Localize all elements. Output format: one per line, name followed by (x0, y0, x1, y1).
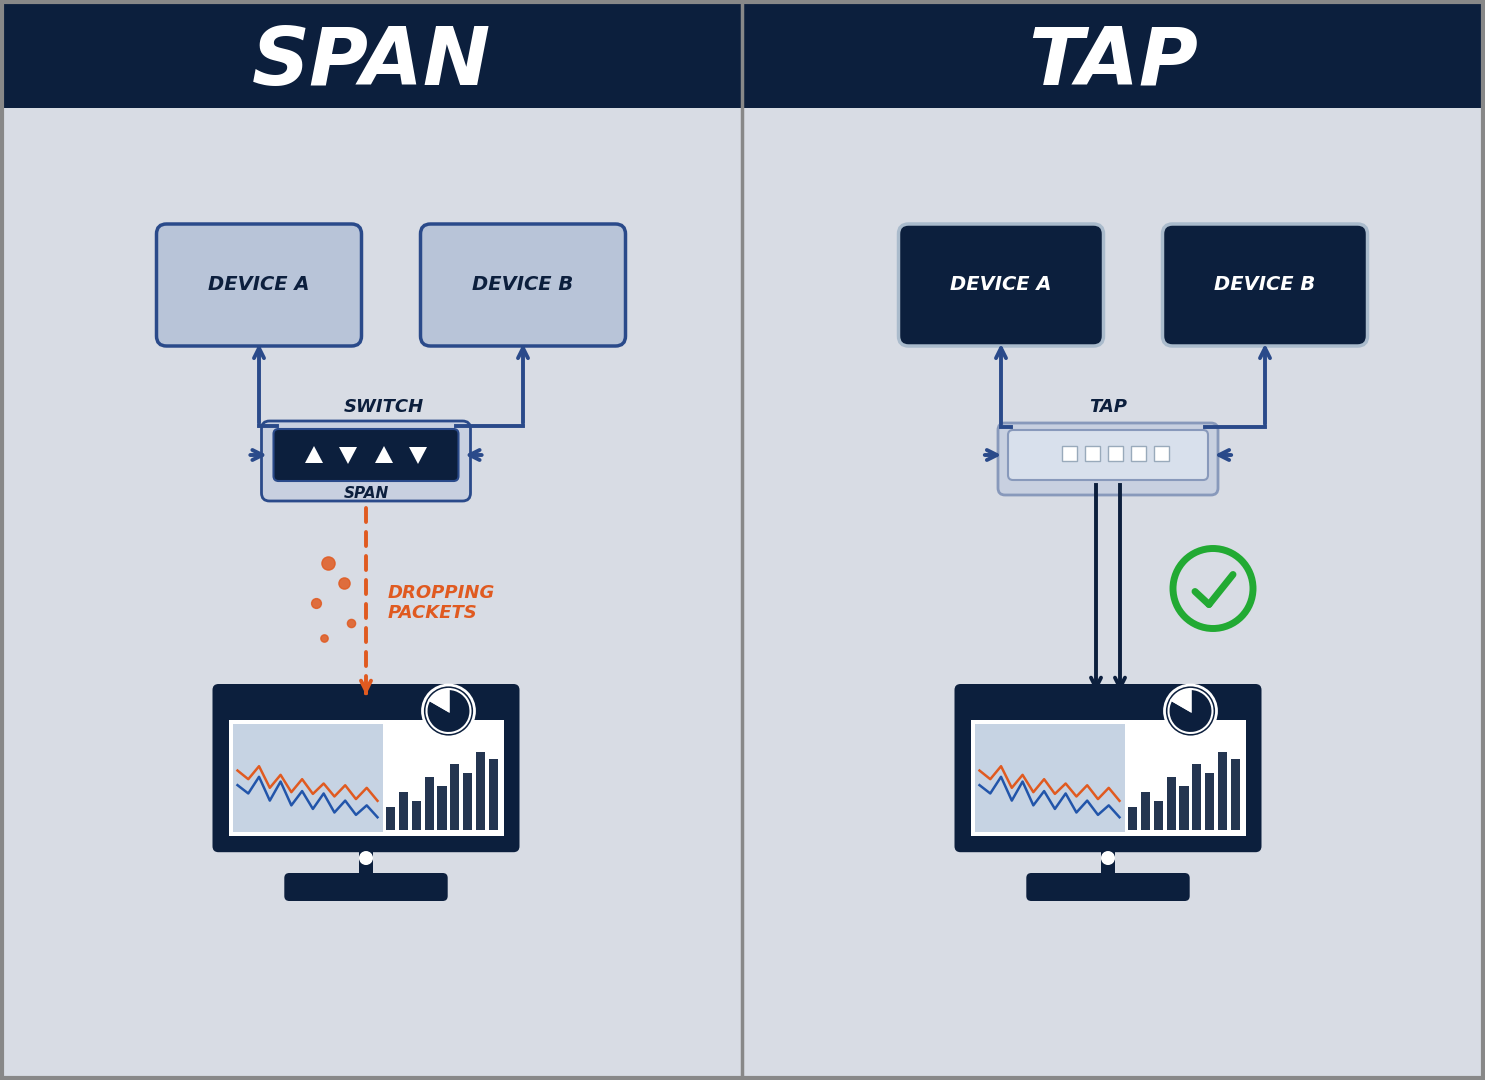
Text: DEVICE B: DEVICE B (1215, 275, 1316, 295)
Bar (1154, 801, 1163, 831)
Bar (489, 758, 497, 831)
Point (339, 615, 362, 632)
Bar (1204, 773, 1215, 831)
Text: SWITCH: SWITCH (345, 399, 425, 416)
Circle shape (359, 851, 373, 865)
Point (312, 630, 336, 647)
Bar (463, 773, 472, 831)
Bar (233, 724, 383, 833)
FancyBboxPatch shape (261, 421, 471, 501)
Circle shape (1164, 685, 1216, 737)
Circle shape (423, 685, 475, 737)
Bar (1231, 758, 1240, 831)
Text: SPAN: SPAN (343, 486, 389, 501)
Bar (1140, 792, 1151, 831)
FancyBboxPatch shape (1163, 224, 1368, 346)
Bar (411, 801, 422, 831)
Bar (450, 765, 459, 831)
Bar (1086, 446, 1100, 461)
Polygon shape (339, 447, 356, 464)
Bar (1192, 765, 1201, 831)
Bar (971, 700, 1246, 720)
Polygon shape (408, 447, 428, 464)
Polygon shape (304, 446, 324, 463)
Wedge shape (429, 689, 448, 711)
Text: DEVICE A: DEVICE A (208, 275, 310, 295)
Bar (0, 0, 742, 108)
Text: TAP: TAP (1089, 399, 1127, 416)
Bar (1108, 446, 1123, 461)
Bar (1179, 786, 1188, 831)
FancyBboxPatch shape (898, 224, 1103, 346)
Bar (386, 807, 395, 831)
FancyBboxPatch shape (955, 684, 1261, 852)
Point (304, 594, 328, 611)
FancyBboxPatch shape (1008, 430, 1207, 480)
Bar (1167, 777, 1176, 831)
Bar (742, 0, 1485, 108)
Bar (1154, 446, 1169, 461)
FancyBboxPatch shape (1026, 873, 1189, 901)
Bar (1132, 446, 1146, 461)
Text: DEVICE A: DEVICE A (950, 275, 1051, 295)
FancyBboxPatch shape (273, 429, 459, 481)
Bar (229, 720, 503, 836)
Bar (399, 792, 408, 831)
Bar (971, 720, 1246, 836)
FancyBboxPatch shape (156, 224, 361, 346)
Text: SPAN: SPAN (251, 24, 490, 102)
Bar (1062, 446, 1077, 461)
FancyBboxPatch shape (212, 684, 520, 852)
FancyBboxPatch shape (284, 873, 447, 901)
Point (333, 575, 356, 592)
Bar (1218, 753, 1227, 831)
FancyBboxPatch shape (998, 423, 1218, 495)
Bar (1100, 847, 1115, 880)
Text: DROPPING: DROPPING (388, 584, 496, 602)
Text: TAP: TAP (1028, 24, 1198, 102)
Circle shape (1100, 851, 1115, 865)
Text: PACKETS: PACKETS (388, 604, 478, 622)
Bar (359, 847, 373, 880)
Text: DEVICE B: DEVICE B (472, 275, 573, 295)
Bar (229, 700, 503, 720)
Bar (1129, 807, 1138, 831)
Bar (438, 786, 447, 831)
Bar (425, 777, 434, 831)
Wedge shape (426, 689, 471, 733)
Polygon shape (376, 446, 394, 463)
Bar (974, 724, 1124, 833)
FancyBboxPatch shape (420, 224, 625, 346)
Bar (475, 753, 486, 831)
Point (316, 554, 340, 571)
Wedge shape (1169, 689, 1212, 733)
Wedge shape (1172, 689, 1191, 711)
